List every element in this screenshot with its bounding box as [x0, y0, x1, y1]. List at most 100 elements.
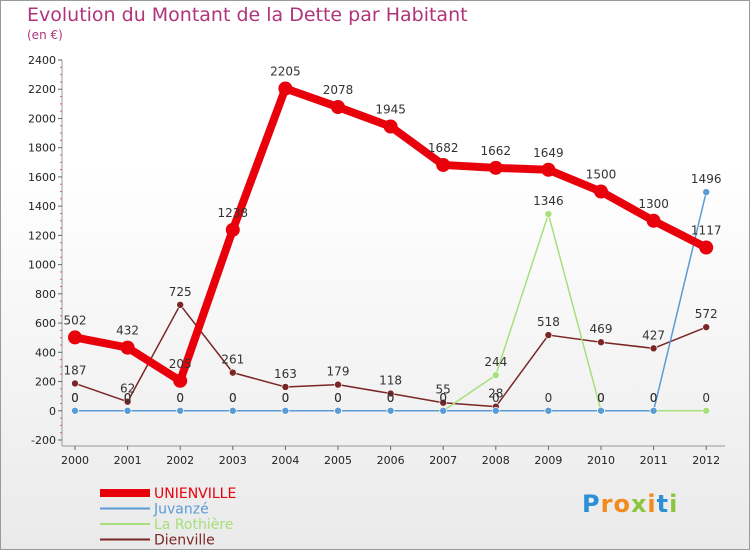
legend-label: Juvanzé	[153, 502, 209, 518]
data-point	[439, 406, 448, 415]
data-point	[488, 160, 503, 175]
data-label: 572	[695, 307, 718, 321]
logo-letter: x	[630, 490, 648, 518]
data-label: 0	[597, 391, 605, 405]
y-tick-label: 400	[35, 346, 56, 359]
data-label: 725	[169, 285, 192, 299]
x-tick-label: 2007	[429, 454, 457, 467]
data-point	[68, 330, 82, 345]
proxiti-logo: Proxiti	[582, 490, 678, 518]
data-label: 0	[334, 391, 342, 405]
x-tick-label: 2003	[219, 454, 247, 467]
data-label: 261	[221, 353, 244, 367]
chart-title: Evolution du Montant de la Dette par Hab…	[27, 4, 468, 26]
data-label: 1496	[691, 172, 722, 186]
y-tick-label: 600	[35, 317, 56, 330]
x-tick-label: 2001	[114, 454, 142, 467]
data-point	[544, 406, 553, 415]
data-point	[331, 100, 345, 115]
data-label: 2205	[270, 65, 301, 79]
data-point	[541, 162, 556, 177]
data-point	[436, 157, 451, 172]
data-label: 0	[439, 391, 447, 405]
data-label: 1945	[375, 103, 406, 117]
data-point	[594, 184, 608, 199]
data-label: 518	[537, 315, 560, 329]
data-label: 1346	[533, 194, 564, 208]
data-point	[544, 210, 553, 218]
y-tick-label: 1200	[28, 229, 56, 242]
data-label: 0	[492, 391, 500, 405]
chart-subtitle: (en €)	[27, 28, 63, 42]
data-point	[646, 213, 661, 228]
data-label: 55	[436, 383, 451, 397]
data-point	[383, 119, 398, 134]
x-tick-label: 2006	[377, 454, 405, 467]
data-point	[544, 331, 553, 339]
data-point	[699, 240, 714, 255]
data-point	[702, 188, 711, 196]
data-point	[281, 383, 290, 391]
data-point	[491, 371, 500, 379]
data-point	[278, 81, 293, 96]
data-label: 1682	[428, 141, 459, 155]
logo-letter: o	[613, 490, 631, 518]
data-point	[597, 338, 605, 347]
data-point	[120, 340, 135, 355]
x-tick-label: 2000	[61, 454, 89, 467]
data-point	[123, 406, 132, 415]
data-label: 187	[64, 363, 87, 377]
data-point	[702, 323, 711, 331]
x-tick-label: 2008	[482, 454, 510, 467]
data-label: 0	[387, 391, 395, 405]
data-point	[281, 406, 290, 415]
data-label: 62	[120, 382, 135, 396]
data-label: 432	[116, 324, 139, 338]
data-point	[176, 406, 184, 415]
data-point	[71, 379, 79, 388]
data-point	[491, 406, 500, 415]
data-label: 244	[484, 355, 507, 369]
y-tick-label: 1000	[28, 259, 56, 272]
x-tick-label: 2012	[692, 454, 720, 467]
y-tick-label: 0	[49, 405, 56, 418]
data-point	[649, 344, 658, 353]
data-label: 28	[488, 387, 503, 401]
logo-letter: i	[669, 490, 679, 518]
data-label: 1500	[586, 168, 617, 182]
data-label: 0	[124, 391, 132, 405]
y-tick-label: 200	[35, 376, 56, 389]
data-point	[386, 406, 395, 415]
data-label: 0	[439, 391, 447, 405]
logo-letter: t	[656, 490, 670, 518]
data-point	[176, 301, 184, 309]
data-label: 0	[282, 391, 290, 405]
data-label: 0	[334, 391, 342, 405]
data-label: 469	[590, 322, 613, 336]
data-point	[71, 406, 79, 415]
y-tick-label: -200	[31, 434, 56, 447]
y-tick-label: 2000	[28, 112, 56, 125]
data-label: 1649	[533, 146, 564, 160]
data-point	[334, 380, 342, 389]
y-tick-label: 2200	[28, 83, 56, 96]
y-tick-label: 1800	[28, 142, 56, 155]
logo-letter: P	[582, 490, 601, 518]
x-tick-label: 2004	[271, 454, 299, 467]
data-label: 1662	[481, 144, 512, 158]
data-point	[334, 406, 342, 415]
legend-label: La Rothière	[154, 517, 233, 533]
data-point	[229, 406, 237, 415]
y-tick-label: 800	[35, 288, 56, 301]
data-label: 0	[71, 391, 79, 405]
data-label: 0	[702, 391, 710, 405]
data-label: 0	[176, 391, 184, 405]
data-label: 0	[597, 391, 605, 405]
x-tick-label: 2011	[640, 454, 668, 467]
data-label: 427	[642, 328, 665, 342]
data-label: 0	[176, 391, 184, 405]
x-tick-label: 2005	[324, 454, 352, 467]
data-label: 2078	[323, 83, 354, 97]
data-point	[702, 406, 711, 415]
